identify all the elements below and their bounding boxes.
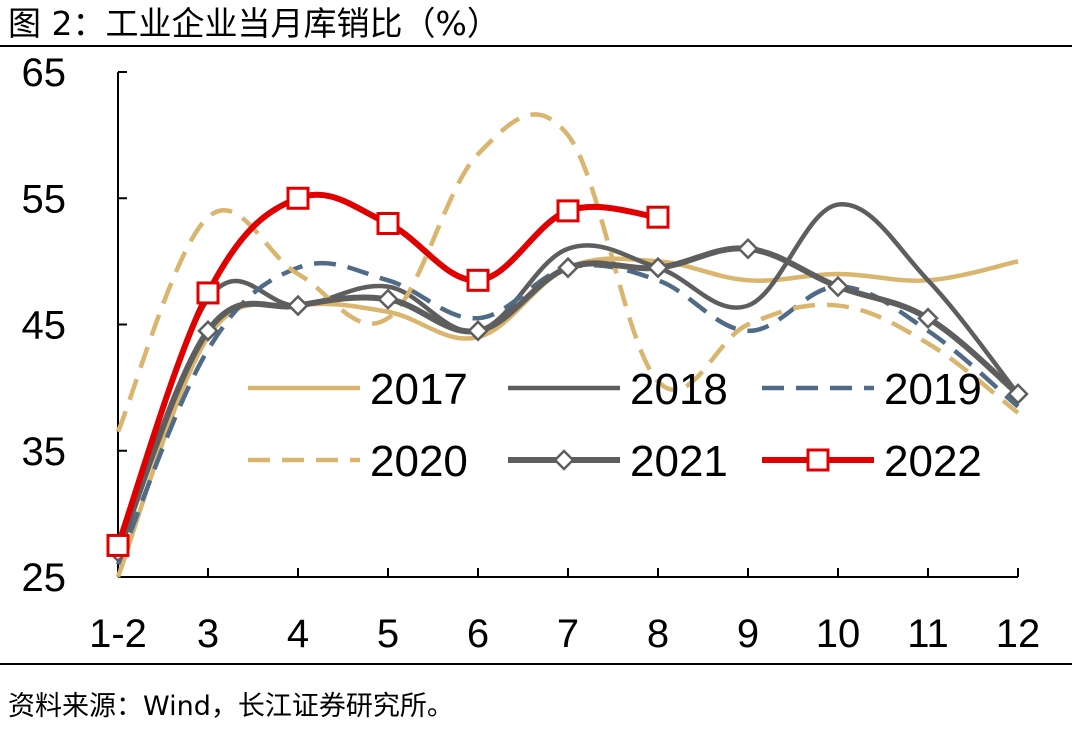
- series-2022: [106, 186, 670, 557]
- x-tick-label: 8: [647, 612, 669, 656]
- legend-item-2021: 2021: [508, 437, 728, 486]
- chart-title: 图 2：工业企业当月库销比（%）: [8, 4, 500, 43]
- square-marker: [806, 448, 830, 472]
- y-tick-label: 25: [22, 556, 67, 600]
- y-tick-label: 45: [22, 304, 67, 348]
- square-marker: [556, 199, 580, 223]
- legend-label-2020: 2020: [370, 437, 468, 486]
- x-tick-label: 7: [557, 612, 579, 656]
- legend-label-2021: 2021: [630, 437, 728, 486]
- diamond-marker: [287, 294, 309, 317]
- diamond-marker: [1007, 383, 1029, 405]
- legend-item-2018: 2018: [508, 365, 728, 414]
- y-tick-label: 65: [22, 51, 67, 95]
- diamond-marker: [737, 237, 759, 260]
- y-tick-label: 55: [22, 177, 67, 221]
- square-marker: [466, 268, 490, 292]
- diamond-marker: [647, 256, 669, 279]
- legend-label-2018: 2018: [630, 365, 728, 414]
- legend-label-2017: 2017: [370, 365, 468, 414]
- series-line-2021: [115, 245, 1020, 553]
- legend-item-2017: 2017: [248, 365, 468, 414]
- series-line-2019: [115, 260, 1020, 566]
- x-tick-label: 4: [287, 612, 309, 656]
- legend-item-2022: 2022: [762, 437, 982, 486]
- square-marker: [286, 186, 310, 210]
- x-tick-label: 5: [377, 612, 399, 656]
- square-marker: [646, 205, 670, 229]
- series-line-2018: [115, 202, 1020, 559]
- square-marker: [106, 533, 130, 557]
- diamond-marker: [553, 449, 575, 471]
- diamond-marker: [557, 256, 579, 279]
- diamond-marker: [377, 288, 399, 311]
- source-note: 资料来源：Wind，长江证券研究所。: [8, 691, 454, 722]
- series-2020: [115, 112, 1020, 433]
- diamond-marker: [197, 320, 219, 342]
- x-tick-label: 9: [737, 612, 759, 656]
- legend-item-2019: 2019: [762, 365, 982, 414]
- square-marker: [376, 212, 400, 235]
- x-tick-label: 10: [816, 612, 861, 656]
- series-2018: [115, 202, 1020, 559]
- y-tick-label: 35: [22, 430, 67, 474]
- square-marker: [196, 281, 220, 305]
- diamond-marker: [467, 320, 489, 342]
- top-rule: [0, 45, 1072, 47]
- diamond-marker: [917, 307, 939, 329]
- legend-item-2020: 2020: [248, 437, 468, 486]
- legend-label-2022: 2022: [884, 437, 982, 486]
- chart-legend: 2017 2018 2019 2020 2021 2022: [248, 365, 982, 486]
- series-2019: [115, 260, 1020, 566]
- x-tick-label: 6: [467, 612, 489, 656]
- legend-label-2019: 2019: [884, 365, 982, 414]
- series-line-2020: [115, 112, 1020, 433]
- bottom-rule: [0, 663, 1072, 665]
- x-tick-label: 1-2: [89, 612, 147, 656]
- series-layer: [106, 112, 1029, 578]
- diamond-marker: [827, 275, 849, 298]
- x-tick-label: 12: [996, 612, 1041, 656]
- x-tick-label: 3: [197, 612, 219, 656]
- x-tick-label: 11: [907, 612, 949, 656]
